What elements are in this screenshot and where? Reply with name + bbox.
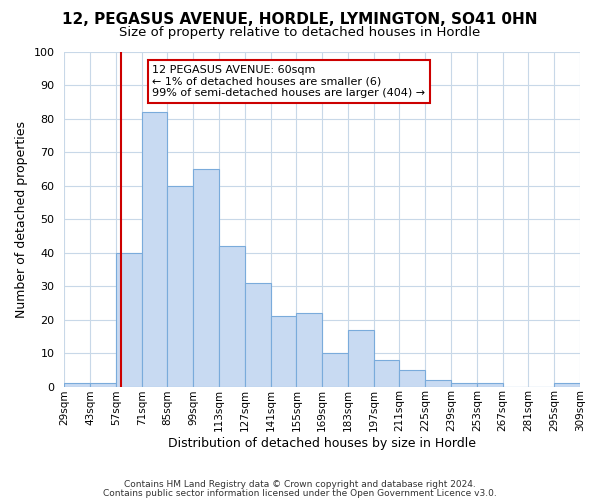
Bar [116,252,142,386]
Text: 12 PEGASUS AVENUE: 60sqm
← 1% of detached houses are smaller (6)
99% of semi-det: 12 PEGASUS AVENUE: 60sqm ← 1% of detache… [152,65,425,98]
Text: Size of property relative to detached houses in Hordle: Size of property relative to detached ho… [119,26,481,39]
Bar [322,353,348,386]
Bar [554,383,580,386]
Bar [477,383,503,386]
Bar [193,169,219,386]
Bar [374,360,400,386]
Bar [348,330,374,386]
Text: Contains public sector information licensed under the Open Government Licence v3: Contains public sector information licen… [103,488,497,498]
Text: Contains HM Land Registry data © Crown copyright and database right 2024.: Contains HM Land Registry data © Crown c… [124,480,476,489]
Bar [167,186,193,386]
Bar [271,316,296,386]
Bar [219,246,245,386]
X-axis label: Distribution of detached houses by size in Hordle: Distribution of detached houses by size … [168,437,476,450]
Bar [425,380,451,386]
Bar [296,313,322,386]
Y-axis label: Number of detached properties: Number of detached properties [15,120,28,318]
Bar [64,383,90,386]
Bar [245,282,271,387]
Bar [451,383,477,386]
Text: 12, PEGASUS AVENUE, HORDLE, LYMINGTON, SO41 0HN: 12, PEGASUS AVENUE, HORDLE, LYMINGTON, S… [62,12,538,28]
Bar [142,112,167,386]
Bar [400,370,425,386]
Bar [90,383,116,386]
